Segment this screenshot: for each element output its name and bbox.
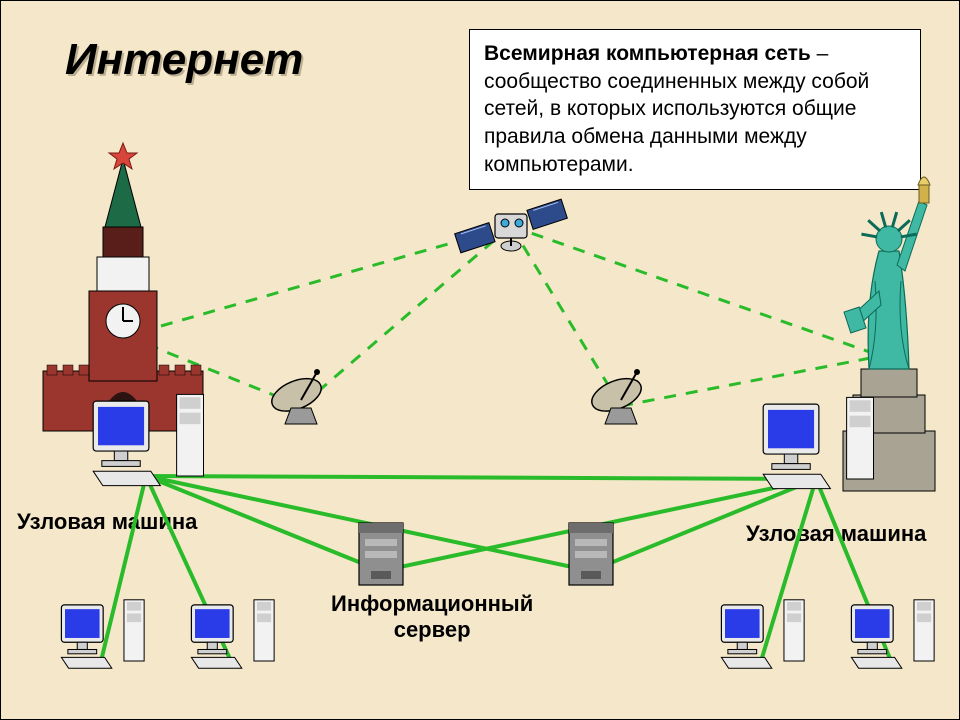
dish_right [587, 369, 646, 424]
diagram-canvas: Интернет Всемирная компьютерная сеть – с… [0, 0, 960, 720]
link-dashed [621, 356, 881, 406]
dish_left [267, 369, 326, 424]
srv_left [359, 523, 403, 585]
pc_bl1 [61, 600, 144, 668]
link-dashed [126, 226, 511, 336]
link-dashed [511, 226, 881, 356]
network-svg [1, 1, 960, 720]
pc_hub_left [93, 394, 203, 485]
pc_bl2 [191, 600, 274, 668]
pc_br1 [721, 600, 804, 668]
tower [43, 143, 203, 431]
link-dashed [301, 226, 511, 406]
srv_right [569, 523, 613, 585]
satellite [455, 199, 568, 253]
link-solid [591, 479, 816, 571]
pc_hub_right [763, 397, 873, 488]
nodes-layer [43, 143, 935, 668]
pc_br2 [851, 600, 934, 668]
link-solid [146, 476, 816, 479]
link-dashed [511, 226, 621, 406]
